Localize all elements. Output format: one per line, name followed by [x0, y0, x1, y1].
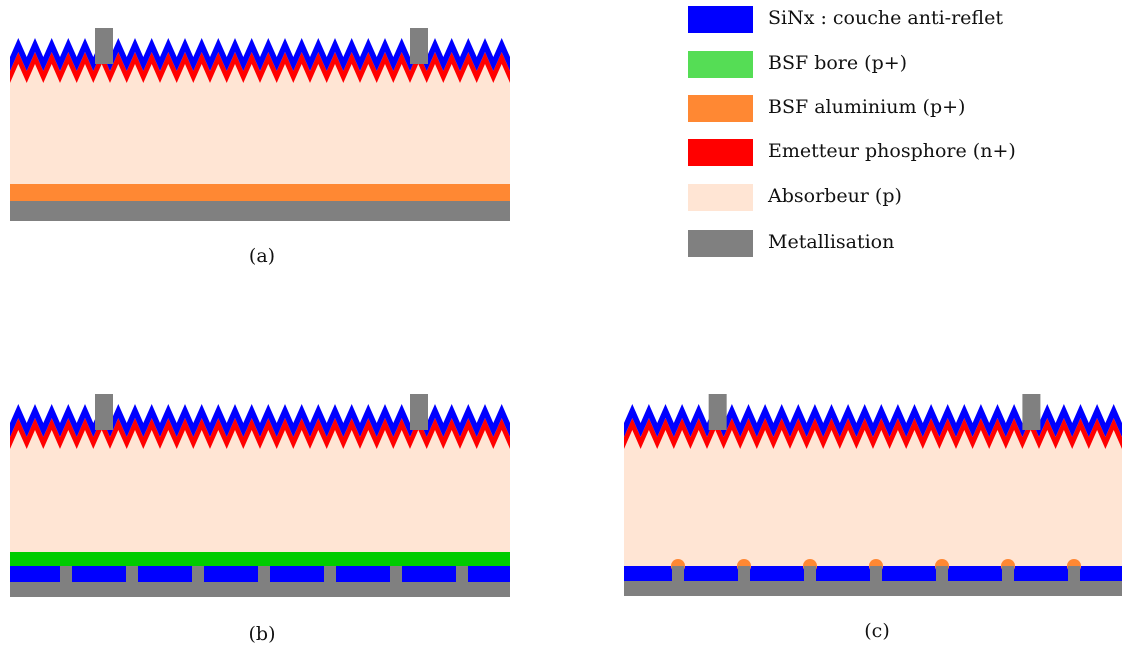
rear-local-contact-7 [456, 566, 468, 582]
rear-local-contact-6 [1002, 566, 1014, 581]
front-contact-2 [410, 28, 428, 64]
rear-local-contact-3 [804, 566, 816, 581]
legend-label-absorber: Absorbeur (p) [768, 185, 902, 207]
absorber-layer [624, 430, 1122, 566]
legend-label-sinx: SiNx : couche anti-reflet [768, 7, 1003, 29]
front-contact-2 [1022, 394, 1041, 430]
cell-diagram-b [10, 394, 510, 597]
rear-local-contact-7 [1068, 566, 1080, 581]
legend-swatch-boron [688, 51, 753, 78]
boron-bsf-layer [10, 552, 510, 566]
legend-item-emitter: Emetteur phosphore (n+) [688, 139, 1118, 167]
rear-local-contact-2 [738, 566, 750, 581]
caption-a: (a) [248, 245, 276, 267]
rear-local-contact-5 [936, 566, 948, 581]
front-contact-1 [95, 394, 113, 430]
legend-swatch-emitter [688, 139, 753, 166]
front-contact-1 [95, 28, 113, 64]
rear-metallisation [624, 581, 1122, 596]
emitter-layer [10, 418, 510, 449]
legend-swatch-metal [688, 230, 753, 257]
antireflection-layer [624, 404, 1122, 437]
rear-local-contact-1 [672, 566, 684, 581]
rear-local-contact-4 [258, 566, 270, 582]
legend-label-emitter: Emetteur phosphore (n+) [768, 140, 1016, 162]
rear-local-contact-3 [192, 566, 204, 582]
legend-label-aluminium: BSF aluminium (p+) [768, 96, 966, 118]
front-contact-1 [708, 394, 727, 430]
emitter-layer [10, 52, 510, 83]
rear-local-contact-1 [60, 566, 72, 582]
aluminium-bsf-layer [10, 184, 510, 201]
legend-label-metal: Metallisation [768, 231, 895, 253]
absorber-layer [10, 430, 510, 552]
rear-local-contact-5 [324, 566, 336, 582]
legend-swatch-absorber [688, 184, 753, 211]
legend-item-absorber: Absorbeur (p) [688, 184, 1118, 212]
cell-diagram-a [10, 28, 510, 221]
legend-item-boron: BSF bore (p+) [688, 51, 1118, 79]
rear-metallisation [10, 582, 510, 597]
legend-swatch-aluminium [688, 95, 753, 122]
caption-c: (c) [864, 620, 890, 642]
legend-item-metal: Metallisation [688, 230, 1118, 258]
caption-b: (b) [248, 623, 276, 645]
emitter-layer [624, 418, 1122, 449]
legend-swatch-sinx [688, 6, 753, 33]
rear-metallisation [10, 201, 510, 221]
rear-local-contact-4 [870, 566, 882, 581]
rear-local-contact-2 [126, 566, 138, 582]
rear-local-contact-6 [390, 566, 402, 582]
front-contact-2 [410, 394, 428, 430]
legend-item-sinx: SiNx : couche anti-reflet [688, 6, 1118, 34]
legend-item-aluminium: BSF aluminium (p+) [688, 95, 1118, 123]
cell-diagram-c [624, 394, 1122, 596]
absorber-layer [10, 64, 510, 184]
antireflection-layer [10, 38, 510, 71]
legend-label-boron: BSF bore (p+) [768, 52, 908, 74]
antireflection-layer [10, 404, 510, 437]
